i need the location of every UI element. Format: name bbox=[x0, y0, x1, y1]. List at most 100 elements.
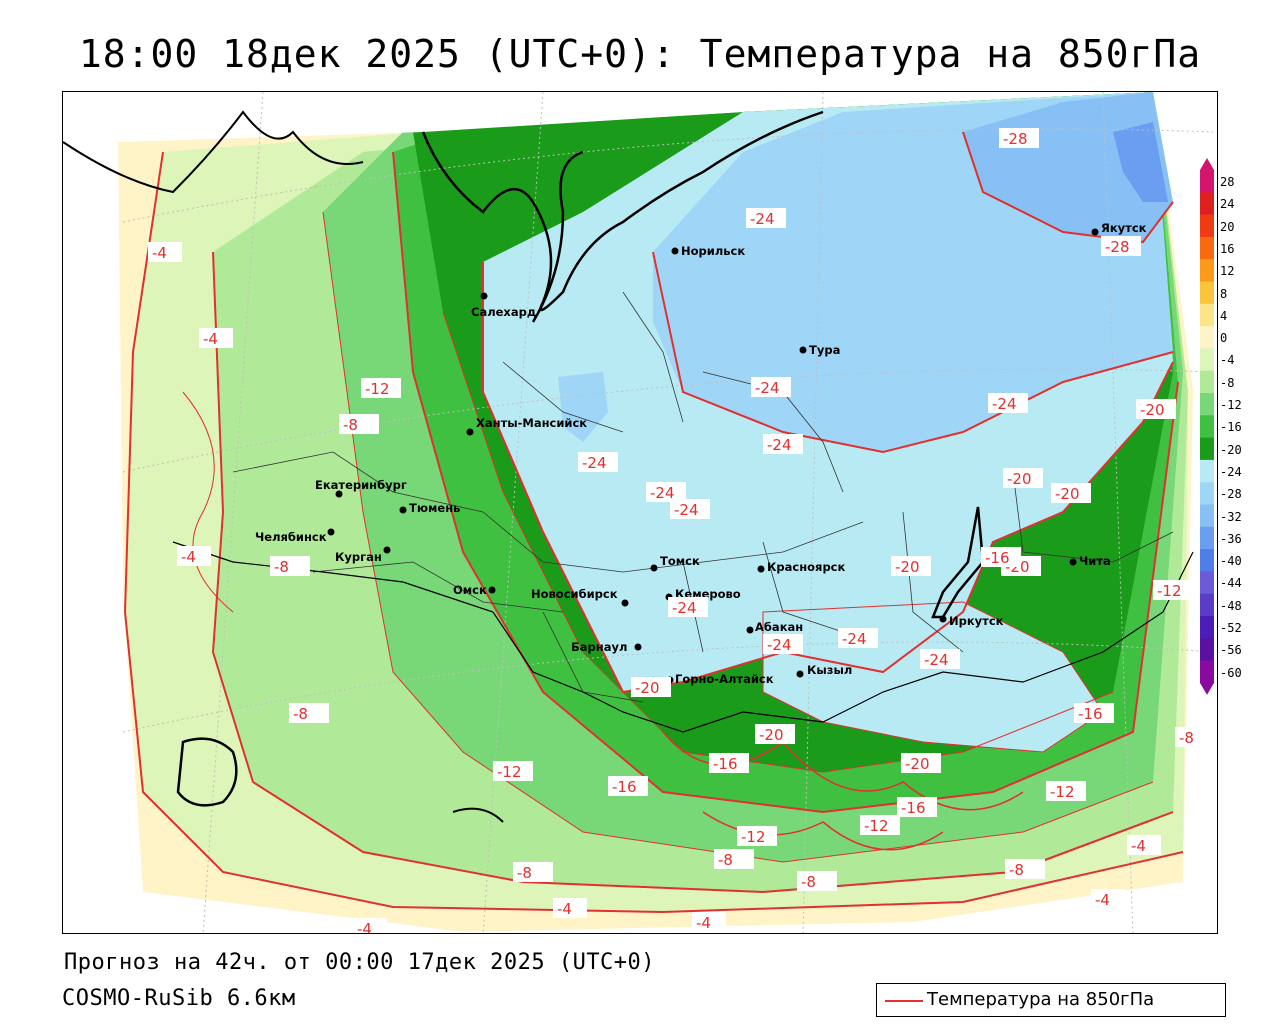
svg-text:-8: -8 bbox=[274, 558, 289, 576]
svg-text:Томск: Томск bbox=[660, 554, 700, 568]
isotherm-label: -24 bbox=[578, 452, 618, 472]
isotherm-label: -24 bbox=[988, 393, 1028, 413]
city-tura[interactable]: Тура bbox=[799, 343, 841, 357]
isotherm-label: -24 bbox=[838, 628, 878, 648]
colorbar-tick-label: -36 bbox=[1220, 531, 1242, 546]
forecast-info: Прогноз на 42ч. от 00:00 17дек 2025 (UTC… bbox=[64, 950, 656, 975]
isotherm-label: -12 bbox=[737, 826, 777, 846]
isotherm-label: -20 bbox=[901, 753, 941, 773]
svg-text:Якутск: Якутск bbox=[1101, 221, 1147, 235]
band-minus-36 bbox=[1113, 122, 1168, 202]
svg-text:-8: -8 bbox=[1009, 861, 1024, 879]
city-abakan[interactable]: Абакан bbox=[746, 620, 804, 634]
isotherm-label: -12 bbox=[860, 815, 900, 835]
svg-text:-16: -16 bbox=[985, 549, 1010, 567]
colorbar-swatch bbox=[1200, 303, 1214, 327]
isotherm-label: -24 bbox=[670, 499, 710, 519]
city-yekaterinburg[interactable]: Екатеринбург bbox=[315, 478, 407, 498]
colorbar-swatch bbox=[1200, 437, 1214, 461]
isotherm-lines bbox=[123, 131, 1184, 914]
isotherm-label: -16 bbox=[709, 753, 749, 773]
legend-box: Температура на 850гПа bbox=[876, 983, 1226, 1017]
city-chita[interactable]: Чита bbox=[1069, 554, 1111, 568]
svg-text:-4: -4 bbox=[1095, 891, 1110, 909]
isotherm-label: -8 bbox=[513, 862, 553, 882]
city-novosibirsk[interactable]: Новосибирск bbox=[531, 587, 629, 607]
colorbar-tick-label: 16 bbox=[1220, 241, 1235, 256]
city-irkutsk[interactable]: Иркутск bbox=[939, 614, 1004, 628]
coastline bbox=[421, 110, 824, 312]
city-gorno-altaysk[interactable]: Горно-Алтайск bbox=[666, 672, 774, 686]
isotherm-label: -24 bbox=[751, 377, 791, 397]
temperature-map[interactable]: Салехард Норильск Тура Якутск Ханты-Манс… bbox=[62, 91, 1218, 934]
city-chelyabinsk[interactable]: Челябинск bbox=[255, 528, 335, 545]
colorbar-swatch bbox=[1200, 393, 1214, 416]
svg-text:-24: -24 bbox=[582, 454, 607, 472]
city-yakutsk[interactable]: Якутск bbox=[1091, 221, 1147, 236]
svg-text:-24: -24 bbox=[672, 599, 697, 617]
isotherm-label: -4 bbox=[553, 898, 587, 918]
colorbar-swatch bbox=[1200, 459, 1214, 483]
city-tomsk[interactable]: Томск bbox=[650, 554, 700, 572]
city-tyumen[interactable]: Тюмень bbox=[399, 501, 461, 515]
colorbar-swatch bbox=[1200, 549, 1214, 572]
colorbar-swatch bbox=[1200, 504, 1214, 528]
city-kyzyl[interactable]: Кызыл bbox=[796, 663, 853, 678]
colorbar-tick-label: -28 bbox=[1220, 487, 1242, 502]
colorbar-tick-label: -24 bbox=[1220, 464, 1242, 479]
svg-text:-24: -24 bbox=[924, 651, 949, 669]
city-omsk[interactable]: Омск bbox=[453, 583, 496, 597]
isotherm-label: -12 bbox=[1153, 580, 1193, 600]
city-salekhard[interactable]: Салехард bbox=[471, 292, 536, 320]
svg-text:Абакан: Абакан bbox=[755, 620, 803, 634]
svg-text:Иркутск: Иркутск bbox=[949, 614, 1004, 628]
isotherm-label: -20 bbox=[891, 556, 931, 576]
isotherm-label: -20 bbox=[755, 724, 795, 744]
svg-text:-8: -8 bbox=[517, 864, 532, 882]
colorbar-tick-label: 24 bbox=[1220, 197, 1235, 212]
city-khanty-mansiysk[interactable]: Ханты-Мансийск bbox=[466, 416, 588, 436]
city-kurgan[interactable]: Курган bbox=[335, 546, 391, 565]
svg-text:-20: -20 bbox=[759, 726, 784, 744]
colorbar-swatch bbox=[1200, 192, 1214, 216]
svg-text:Тюмень: Тюмень bbox=[409, 501, 460, 515]
isotherm-label: -4 bbox=[1127, 835, 1161, 855]
svg-text:-20: -20 bbox=[635, 679, 660, 697]
svg-text:Барнаул: Барнаул bbox=[571, 640, 627, 654]
svg-text:-12: -12 bbox=[1050, 783, 1075, 801]
colorbar-tick-label: 20 bbox=[1220, 219, 1235, 234]
coastline-west bbox=[63, 110, 364, 194]
svg-text:-24: -24 bbox=[767, 436, 792, 454]
colorbar-swatch bbox=[1200, 326, 1214, 349]
model-name: COSMO-RuSib 6.6км bbox=[62, 986, 296, 1011]
isotherm-label: -8 bbox=[1005, 859, 1045, 879]
svg-text:-4: -4 bbox=[696, 914, 711, 932]
isotherm-label: -8 bbox=[289, 703, 329, 723]
svg-text:-24: -24 bbox=[755, 379, 780, 397]
city-krasnoyarsk[interactable]: Красноярск bbox=[757, 560, 846, 574]
colorbar-swatch bbox=[1200, 348, 1214, 372]
svg-text:-24: -24 bbox=[767, 636, 792, 654]
isotherm-label: -24 bbox=[746, 208, 786, 228]
svg-text:Курган: Курган bbox=[335, 550, 382, 564]
colorbar-swatch bbox=[1200, 259, 1214, 282]
isotherm-label: -8 bbox=[1175, 727, 1215, 747]
colorbar-arrow-up bbox=[1200, 158, 1214, 170]
city-barnaul[interactable]: Барнаул bbox=[571, 640, 642, 654]
isotherm-label: -24 bbox=[646, 482, 686, 502]
colorbar-swatch bbox=[1200, 593, 1214, 617]
colorbar-swatch bbox=[1200, 638, 1214, 662]
map-title: 18:00 18дек 2025 (UTC+0): Температура на… bbox=[78, 32, 1202, 76]
isotherm-label: -4 bbox=[148, 242, 182, 262]
isotherm-label: -12 bbox=[361, 378, 401, 398]
svg-text:-12: -12 bbox=[864, 817, 889, 835]
isotherm-label: -12 bbox=[493, 761, 533, 781]
svg-text:Омск: Омск bbox=[453, 583, 487, 597]
svg-text:-20: -20 bbox=[1140, 401, 1165, 419]
colorbar-swatch bbox=[1200, 236, 1214, 260]
city-norilsk[interactable]: Норильск bbox=[671, 244, 746, 258]
svg-text:Красноярск: Красноярск bbox=[767, 560, 845, 574]
svg-text:Чита: Чита bbox=[1079, 554, 1111, 568]
colorbar-tick-label: 28 bbox=[1220, 175, 1235, 189]
colorbar-arrow-down bbox=[1200, 682, 1214, 695]
